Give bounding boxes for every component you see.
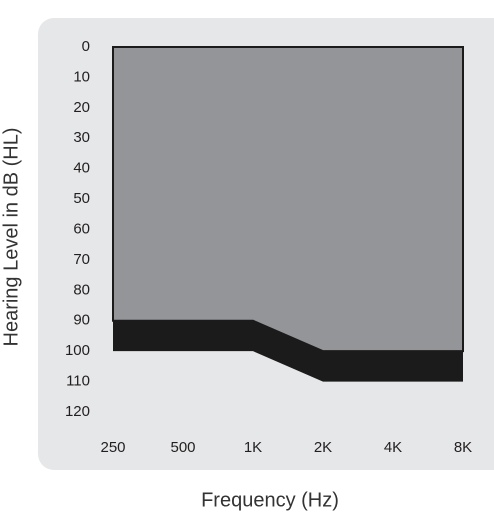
- y-tick-label: 20: [73, 99, 90, 116]
- x-tick-label: 4K: [384, 439, 402, 456]
- y-tick-label: 0: [82, 38, 90, 55]
- y-tick-label: 10: [73, 68, 90, 85]
- x-tick-label: 2K: [314, 439, 332, 456]
- x-tick-label: 250: [100, 439, 125, 456]
- y-tick-label: 70: [73, 251, 90, 268]
- x-tick-label: 500: [170, 439, 195, 456]
- y-tick-label: 110: [66, 373, 90, 390]
- x-tick-label: 8K: [454, 439, 472, 456]
- area: [112, 46, 464, 353]
- y-tick-label: 40: [73, 160, 90, 177]
- y-axis-title: Hearing Level in dB (HL): [0, 128, 22, 347]
- y-tick-label: 50: [73, 190, 90, 207]
- y-tick-label: 100: [65, 342, 90, 359]
- y-tick-label: 90: [73, 312, 90, 329]
- x-axis-title: Frequency (Hz): [201, 489, 339, 511]
- y-tick-label: 30: [73, 129, 90, 146]
- y-tick-label: 80: [73, 281, 90, 298]
- y-tick-label: 60: [73, 220, 90, 237]
- x-tick-label: 1K: [244, 439, 262, 456]
- y-tick-label: 120: [65, 403, 90, 420]
- band: [113, 320, 463, 382]
